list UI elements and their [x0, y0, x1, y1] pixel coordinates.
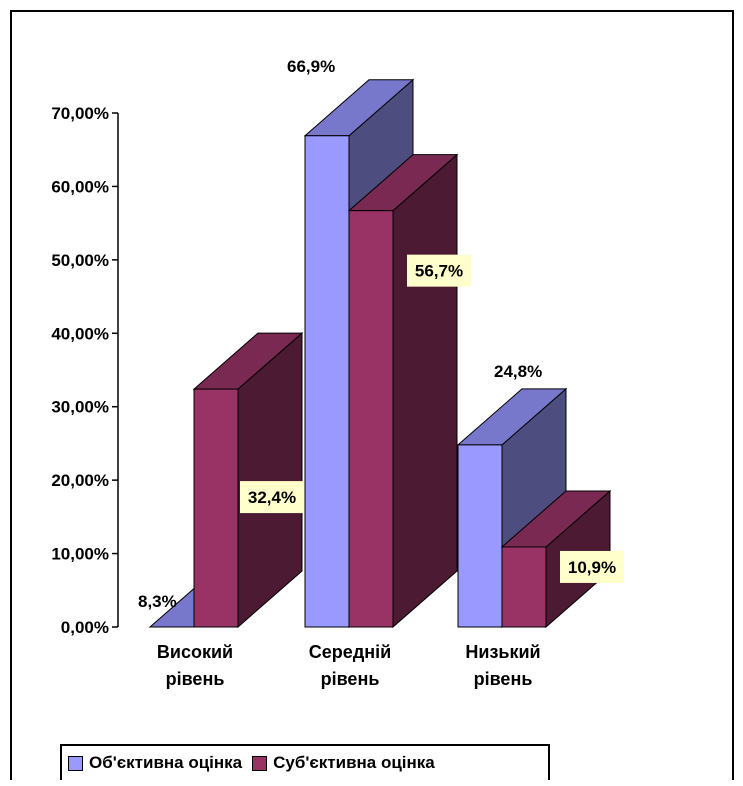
x-category-label: Середній — [309, 642, 391, 662]
legend-item-subjective: Суб'єктивна оцінка — [252, 753, 435, 773]
data-label-objective: 66,9% — [287, 57, 335, 76]
bar-subjective — [501, 546, 547, 628]
bar-subjective — [348, 210, 394, 628]
data-label-box — [560, 550, 624, 583]
y-tick-label: 20,00% — [51, 471, 109, 490]
y-tick-label: 10,00% — [51, 545, 109, 564]
bar-side-subjective — [392, 153, 458, 629]
legend-swatch-objective — [68, 755, 83, 771]
data-label-subjective: 10,9% — [568, 558, 616, 577]
bar-objective — [304, 135, 350, 628]
bar-objective — [457, 444, 503, 628]
data-label-objective: 8,3% — [138, 592, 177, 611]
x-category-label: рівень — [321, 669, 380, 689]
x-category-label: Низький — [465, 642, 540, 662]
y-tick-label: 40,00% — [51, 324, 109, 343]
x-category-label: рівень — [474, 669, 533, 689]
y-tick-label: 30,00% — [51, 398, 109, 417]
data-label-box — [407, 254, 471, 287]
data-label-objective: 24,8% — [494, 362, 542, 381]
legend-item-objective: Об'єктивна оцінка — [68, 753, 242, 773]
x-category-label: Високий — [157, 642, 233, 662]
legend-swatch-subjective — [252, 755, 268, 771]
y-tick-label: 50,00% — [51, 251, 109, 270]
data-label-subjective: 56,7% — [415, 262, 463, 281]
y-tick-label: 60,00% — [51, 177, 109, 196]
legend: Об'єктивна оцінка Суб'єктивна оцінка — [60, 744, 550, 780]
x-category-label: рівень — [166, 669, 225, 689]
legend-label-subjective: Суб'єктивна оцінка — [273, 753, 435, 772]
y-tick-label: 0,00% — [61, 618, 109, 637]
bar-subjective — [193, 388, 239, 628]
data-label-box — [240, 481, 304, 514]
y-tick-label: 70,00% — [51, 104, 109, 123]
legend-label-objective: Об'єктивна оцінка — [89, 753, 243, 772]
chart-frame — [10, 10, 734, 780]
data-label-subjective: 32,4% — [248, 488, 296, 507]
